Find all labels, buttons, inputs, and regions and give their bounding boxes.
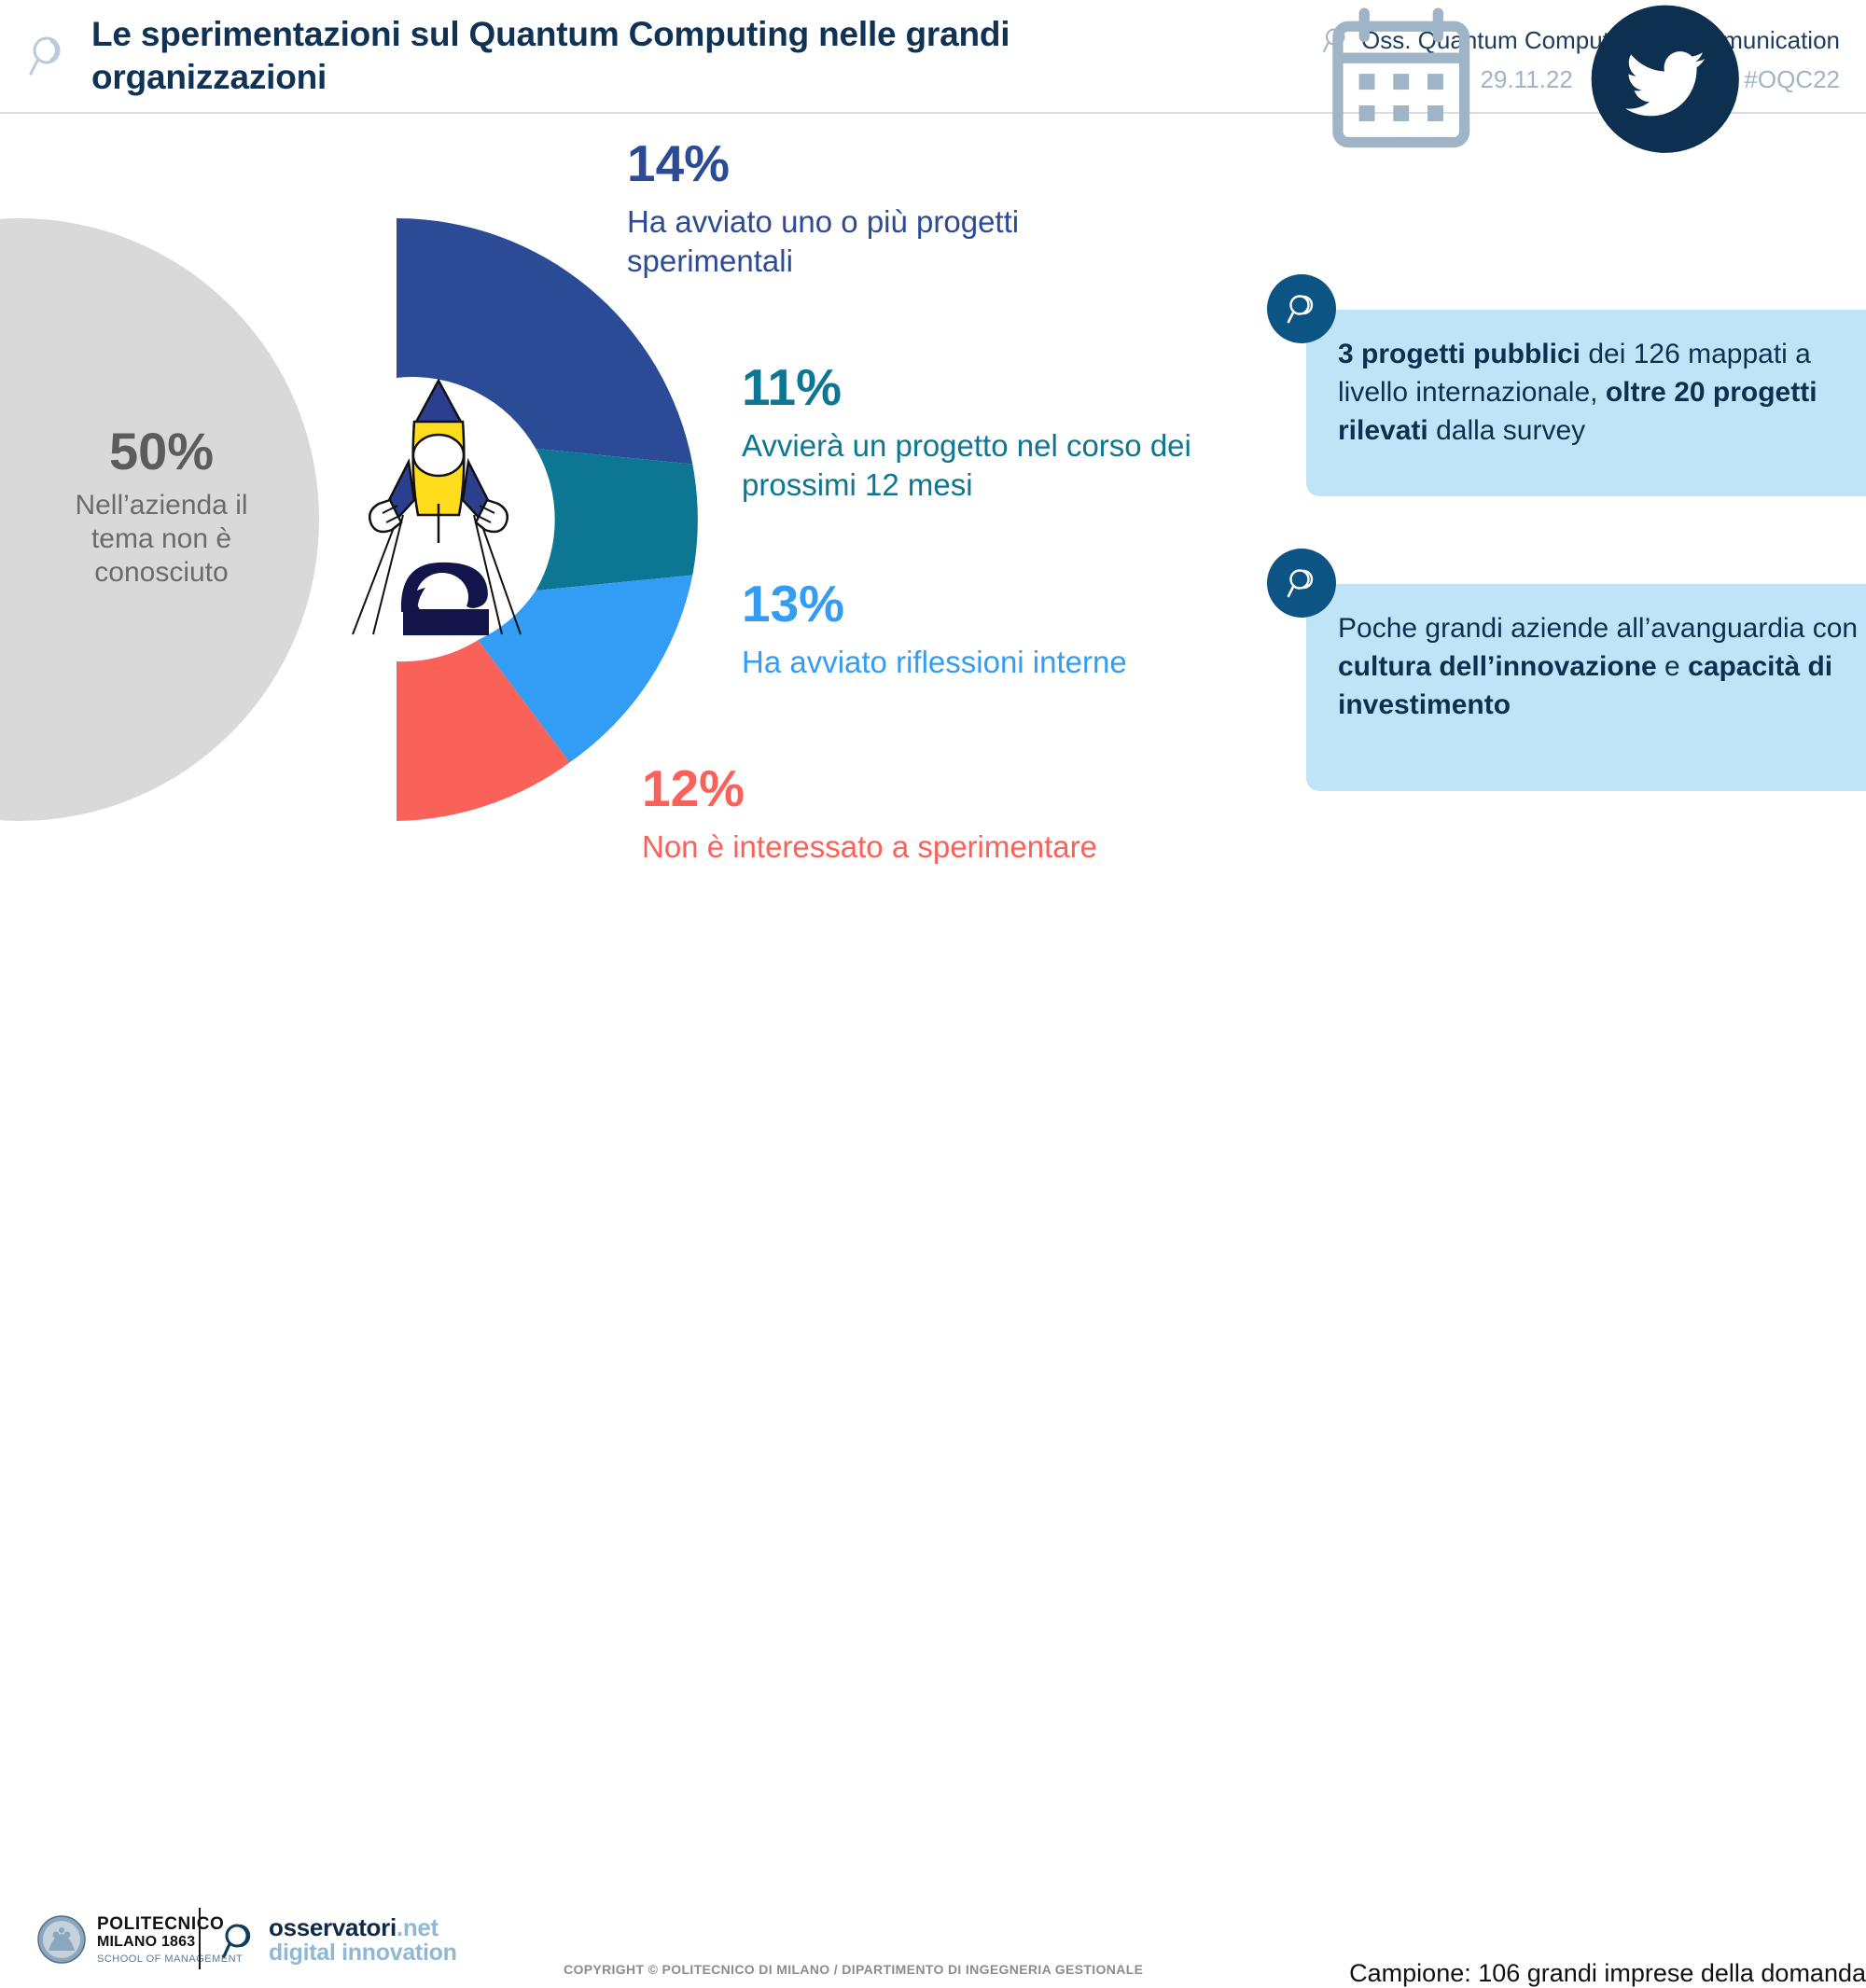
pie-label-teal-percent: 11% [742,358,842,416]
pie-label-red-text: Non è interessato a sperimentare [642,829,1097,864]
osservatori-magnifier-icon [29,36,61,76]
slide-footer: POLITECNICO MILANO 1863 SCHOOL OF MANAGE… [0,947,1866,1987]
slide-header: Le sperimentazioni sul Quantum Computing… [0,0,1866,154]
politecnico-logo: POLITECNICO MILANO 1863 SCHOOL OF MANAGE… [37,1914,243,1966]
pie-label-gray-percent: 50% [108,422,215,480]
footer-divider [199,1908,201,1969]
pie-label-gray-line2: tema non è [91,522,232,554]
pie-label-red-percent: 12% [642,759,745,817]
osservatori-wordmark: osservatori.net digital innovation [269,1913,457,1967]
donut-slice-red[interactable] [397,640,570,821]
osservatori-tagline: digital innovation [269,1939,457,1967]
donut-slice-teal[interactable] [536,449,698,591]
osservatori-magnifier-icon [1287,295,1314,324]
copyright-text: COPYRIGHT © POLITECNICO DI MILANO / DIPA… [564,1962,1144,1977]
pie-label-navy: 14% Ha avviato uno o più progetti sperim… [627,138,1187,281]
osservatori-logo: osservatori.net digital innovation [220,1913,457,1967]
event-date: 29.11.22 [1480,64,1573,93]
insight-text-projects: 3 progetti pubblici dei 126 mappati a li… [1338,339,1817,446]
header-meta: Oss. Quantum Computing & Communication 2… [1322,5,1840,154]
insight-text-companies: Poche grandi aziende all’avanguardia con… [1338,613,1859,720]
pie-label-teal: 11% Avvierà un progetto nel corso dei pr… [742,362,1264,505]
polimi-seal-icon [37,1915,86,1965]
twitter-bird-icon[interactable] [1586,0,1745,159]
insight-card-companies: Poche grandi aziende all’avanguardia con… [1267,549,1866,791]
pie-label-gray-line1: Nell’azienda il [75,489,248,521]
insight-badge [1267,274,1336,343]
osservatori-name: osservatori.net [269,1913,457,1941]
insight-card-projects: 3 progetti pubblici dei 126 mappati a li… [1267,274,1866,496]
pie-label-gray-text: Nell’azienda il tema non è conosciuto [7,489,315,590]
pie-label-blue: 13% Ha avviato riflessioni interne [742,578,1208,682]
pie-label-blue-text: Ha avviato riflessioni interne [742,645,1127,679]
pie-label-teal-text: Avvierà un progetto nel corso dei prossi… [742,428,1191,503]
sample-note: Campione: 106 grandi imprese della doman… [1349,1959,1866,1987]
pie-label-navy-percent: 14% [627,134,731,192]
pie-label-red: 12% Non è interessato a sperimentare [642,763,1127,867]
calendar-icon [1332,7,1470,148]
donut-slice-blue[interactable] [478,575,693,763]
osservatori-suffix: .net [396,1913,439,1941]
pie-label-navy-text: Ha avviato uno o più progetti sperimenta… [627,204,1020,279]
page-title: Le sperimentazioni sul Quantum Computing… [91,15,1010,96]
osservatori-magnifier-icon [222,1924,251,1958]
osservatori-magnifier-icon [1287,569,1314,598]
pie-label-gray: 50% Nell’azienda il tema non è conosciut… [7,424,315,590]
rocket-illustration [352,378,522,635]
osservatori-word: osservatori [269,1913,397,1941]
pie-label-blue-percent: 13% [742,575,845,633]
donut-chart [397,218,698,821]
insight-badge [1267,549,1336,618]
event-hashtag: #OQC22 [1744,64,1840,93]
pie-label-gray-line3: conosciuto [94,556,229,588]
date-and-hashtag-row: 29.11.22 #OQC22 [1322,5,1840,154]
donut-slice-navy[interactable] [397,218,693,465]
